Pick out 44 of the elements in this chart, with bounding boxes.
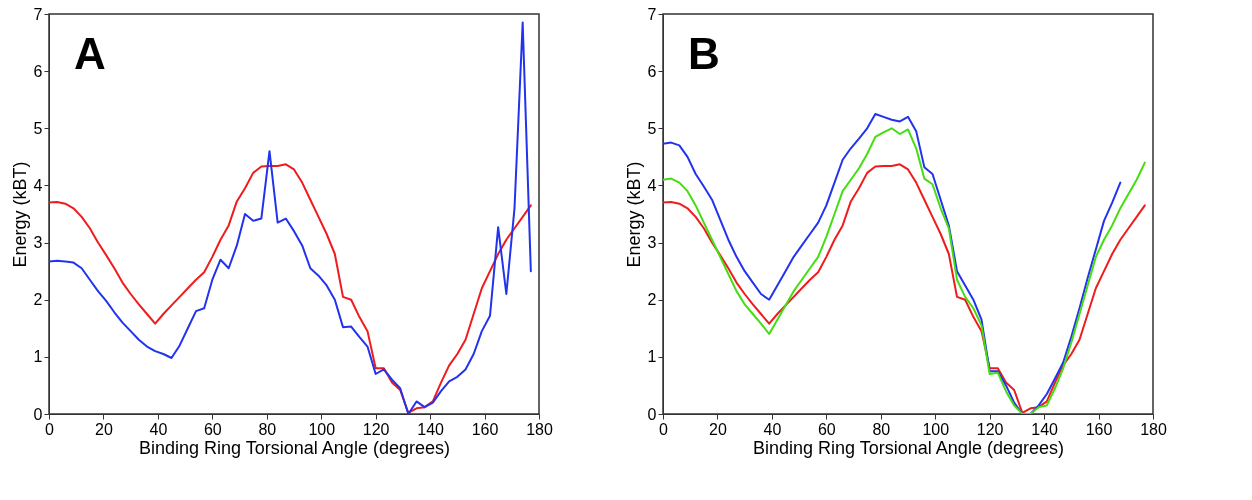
x-axis-title: Binding Ring Torsional Angle (degrees) (139, 437, 450, 458)
x-tick-label: 20 (709, 420, 727, 438)
line-series (49, 163, 532, 414)
line-series (49, 21, 532, 414)
y-tick-label: 3 (33, 234, 43, 252)
y-tick-label: 5 (33, 119, 43, 137)
y-tick-label: 2 (33, 291, 43, 309)
x-tick-label: 140 (417, 420, 445, 438)
chart-title: B (688, 29, 720, 78)
x-tick-label: 100 (308, 420, 336, 438)
y-tick-label: 6 (647, 62, 657, 80)
y-tick-label: 7 (647, 5, 657, 23)
y-tick-label: 4 (33, 176, 43, 194)
y-tick-label: 3 (647, 234, 657, 252)
chart-title: A (74, 29, 106, 78)
y-tick-label: 2 (647, 291, 657, 309)
x-tick-label: 80 (258, 420, 277, 438)
x-tick-label: 80 (872, 420, 891, 438)
x-tick-label: 160 (1085, 420, 1113, 438)
x-tick-label: 140 (1031, 420, 1059, 438)
y-axis-title: Energy (kBT) (9, 161, 30, 268)
x-tick-label: 120 (362, 420, 390, 438)
y-tick-label: 1 (647, 348, 657, 366)
x-tick-label: 60 (817, 420, 836, 438)
x-tick-label: 0 (659, 420, 669, 438)
x-tick-label: 120 (976, 420, 1004, 438)
x-axis-title: Binding Ring Torsional Angle (degrees) (753, 437, 1064, 458)
y-tick-label: 5 (647, 119, 657, 137)
x-tick-label: 20 (95, 420, 113, 438)
x-tick-label: 180 (1140, 420, 1167, 438)
y-tick-label: 0 (647, 405, 657, 423)
x-tick-label: 0 (45, 420, 55, 438)
y-tick-label: 1 (33, 348, 43, 366)
y-tick-label: 6 (33, 62, 43, 80)
y-tick-label: 0 (33, 405, 43, 423)
y-tick-label: 4 (647, 176, 657, 194)
y-tick-label: 7 (33, 5, 43, 23)
x-tick-label: 180 (526, 420, 553, 438)
x-tick-label: 40 (763, 420, 782, 438)
x-tick-label: 100 (922, 420, 950, 438)
y-axis-title: Energy (kBT) (623, 161, 644, 268)
x-tick-label: 160 (471, 420, 499, 438)
x-tick-label: 60 (203, 420, 222, 438)
x-tick-label: 40 (149, 420, 168, 438)
